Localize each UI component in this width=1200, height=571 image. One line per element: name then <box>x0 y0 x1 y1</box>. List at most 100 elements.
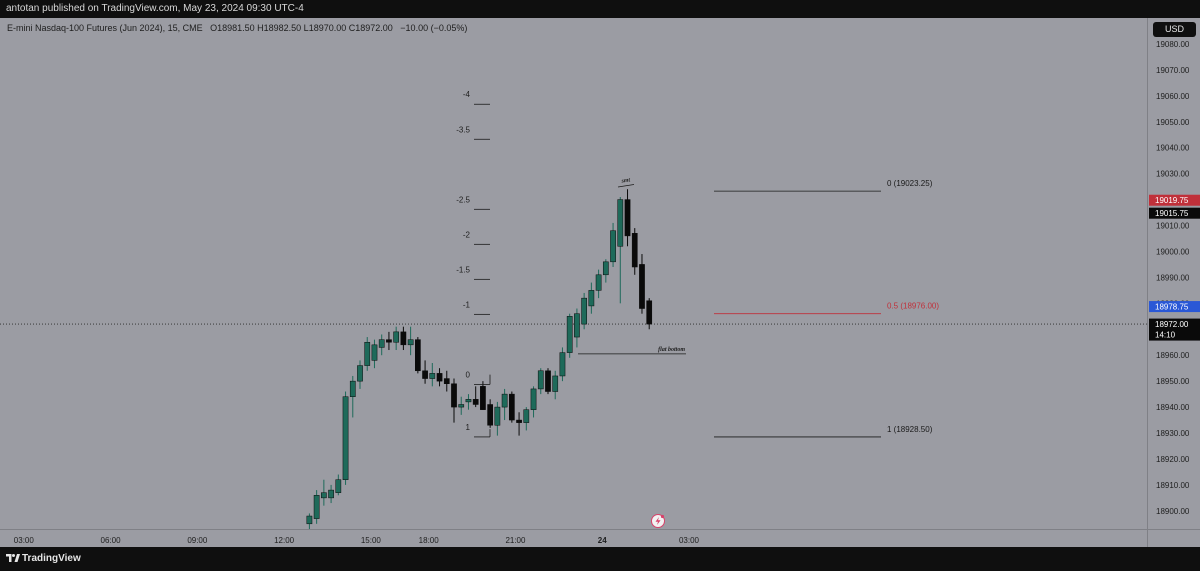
fib-level-label: 0 (19023.25) <box>887 179 933 188</box>
ohlc-values: O18981.50 H18982.50 L18970.00 C18972.00 <box>210 23 393 33</box>
candle-body <box>472 399 479 405</box>
candle-body <box>537 370 544 390</box>
candle-body <box>508 393 515 421</box>
price-tick-label: 18940.00 <box>1156 403 1190 412</box>
candle-body <box>624 199 631 237</box>
candle-body <box>349 380 356 397</box>
price-axis-scale[interactable]: 19080.00 19070.00 19060.00 19050.00 19040.00… <box>1148 18 1200 529</box>
candle-body <box>357 365 363 382</box>
last-price-tag-text: 14:10 <box>1155 331 1176 340</box>
footer-brand[interactable]: TradingView <box>22 553 81 564</box>
smt-label: smt <box>620 177 631 184</box>
symbol-title[interactable]: E-mini Nasdaq-100 Futures (Jun 2024), 15… <box>7 23 203 33</box>
candle-body <box>386 339 392 343</box>
lightning-icon[interactable] <box>651 514 665 528</box>
candle-body <box>378 339 385 348</box>
candle-body <box>313 495 320 519</box>
candle-body <box>530 388 537 410</box>
time-tick-label: 21:00 <box>505 536 526 545</box>
candle-body <box>595 274 602 291</box>
price-tick-label: 19060.00 <box>1156 92 1190 101</box>
candle-body <box>487 404 493 426</box>
candle-body <box>559 352 566 377</box>
candle-body <box>501 393 508 408</box>
price-axis[interactable]: 19080.00 19070.00 19060.00 19050.00 19040.00… <box>1147 18 1200 529</box>
prev-price-tag-text: 19015.75 <box>1155 209 1189 218</box>
candle-body <box>574 313 580 338</box>
candle-body <box>415 339 421 372</box>
candle-body <box>566 316 573 353</box>
usd-button[interactable]: USD <box>1153 22 1196 37</box>
candle-body <box>393 331 400 343</box>
candle-body <box>458 404 465 408</box>
lightning-icon-bolt <box>655 517 661 525</box>
candle-body <box>581 297 587 325</box>
candle-body <box>335 479 342 493</box>
fib-ladder-label: -2 <box>463 230 471 239</box>
symbol-legend[interactable]: E-mini Nasdaq-100 Futures (Jun 2024), 15… <box>7 23 467 33</box>
candle-body <box>480 386 486 410</box>
price-change: −10.00 (−0.05%) <box>400 23 468 33</box>
candle-body <box>400 331 407 346</box>
time-tick-label: 03:00 <box>679 536 700 545</box>
flat-bottom-label: flat bottom <box>658 347 685 353</box>
axis-corner[interactable] <box>1147 529 1200 548</box>
price-tick-label: 18930.00 <box>1156 429 1190 438</box>
prev-price-tag-bg <box>1149 207 1200 219</box>
candle-body <box>639 264 645 309</box>
publisher-text: antotan published on TradingView.com, Ma… <box>6 3 304 14</box>
price-tick-label: 19030.00 <box>1156 170 1190 179</box>
candle-body <box>465 399 472 403</box>
price-tick-label: 19000.00 <box>1156 247 1190 256</box>
candle-body <box>516 419 522 423</box>
candle-body <box>443 378 450 384</box>
publisher-bar: antotan published on TradingView.com, Ma… <box>0 0 1200 18</box>
tradingview-logo-icon[interactable] <box>6 552 20 564</box>
candle-body <box>371 344 378 361</box>
price-tick-label: 18920.00 <box>1156 455 1190 464</box>
price-tick-label: 18960.00 <box>1156 351 1190 360</box>
candle-body <box>429 373 436 379</box>
candle-body <box>306 515 313 525</box>
candle-body <box>422 370 428 379</box>
candle-body <box>494 406 501 426</box>
price-tick-label: 19080.00 <box>1156 40 1190 49</box>
candle-body <box>646 300 653 325</box>
fib-ladder-label: 1 <box>466 423 471 432</box>
candle-body <box>631 233 638 268</box>
time-tick-label: 06:00 <box>101 536 122 545</box>
price-tick-label: 19040.00 <box>1156 144 1190 153</box>
candle-body <box>602 261 609 276</box>
fib-ladder-label: -3.5 <box>456 125 470 134</box>
candlestick-chart[interactable]: -4 -3.5 -2.5 -2 -1.5 -1 0 1 0 (19023.25) 0.5 (189… <box>0 18 1147 529</box>
price-tick-label: 19050.00 <box>1156 118 1190 127</box>
candle-body <box>342 396 349 480</box>
candle-body <box>545 370 551 392</box>
fib-level-label: 0.5 (18976.00) <box>887 302 939 311</box>
candle-body <box>588 290 595 307</box>
chart-frame[interactable]: -4 -3.5 -2.5 -2 -1.5 -1 0 1 0 (19023.25) 0.5 (189… <box>0 18 1200 548</box>
time-tick-label: 24 <box>598 536 607 545</box>
candle-body <box>364 341 371 366</box>
candle-body <box>552 375 559 392</box>
smt-line <box>617 184 635 188</box>
fib-level-label: 1 (18928.50) <box>887 425 933 434</box>
candle-body <box>610 230 616 263</box>
price-tick-label: 18950.00 <box>1156 377 1190 386</box>
high-price-tag-text: 19019.75 <box>1155 196 1189 205</box>
last-price-tag-bg <box>1149 318 1200 341</box>
time-axis[interactable]: 12:0015:0018:0021:002303:0006:0009:0012:… <box>0 529 1147 548</box>
price-tick-label: 19070.00 <box>1156 66 1190 75</box>
candle-body <box>523 409 530 423</box>
fib-ladder-label: -2.5 <box>456 195 470 204</box>
time-tick-label: 03:00 <box>14 536 35 545</box>
chart-plot-area[interactable]: -4 -3.5 -2.5 -2 -1.5 -1 0 1 0 (19023.25) 0.5 (189… <box>0 18 1147 529</box>
fib-ladder-label: 0 <box>466 370 471 379</box>
lightning-icon-dot <box>660 514 665 519</box>
footer-bar: TradingView <box>0 547 1200 571</box>
candle-body <box>436 373 443 382</box>
time-axis-scale[interactable]: 12:0015:0018:0021:002303:0006:0009:0012:… <box>0 530 1147 548</box>
blue-price-tag-text: 18978.75 <box>1155 303 1189 312</box>
time-tick-label: 15:00 <box>361 536 382 545</box>
fib-ladder-label: -1 <box>463 300 471 309</box>
